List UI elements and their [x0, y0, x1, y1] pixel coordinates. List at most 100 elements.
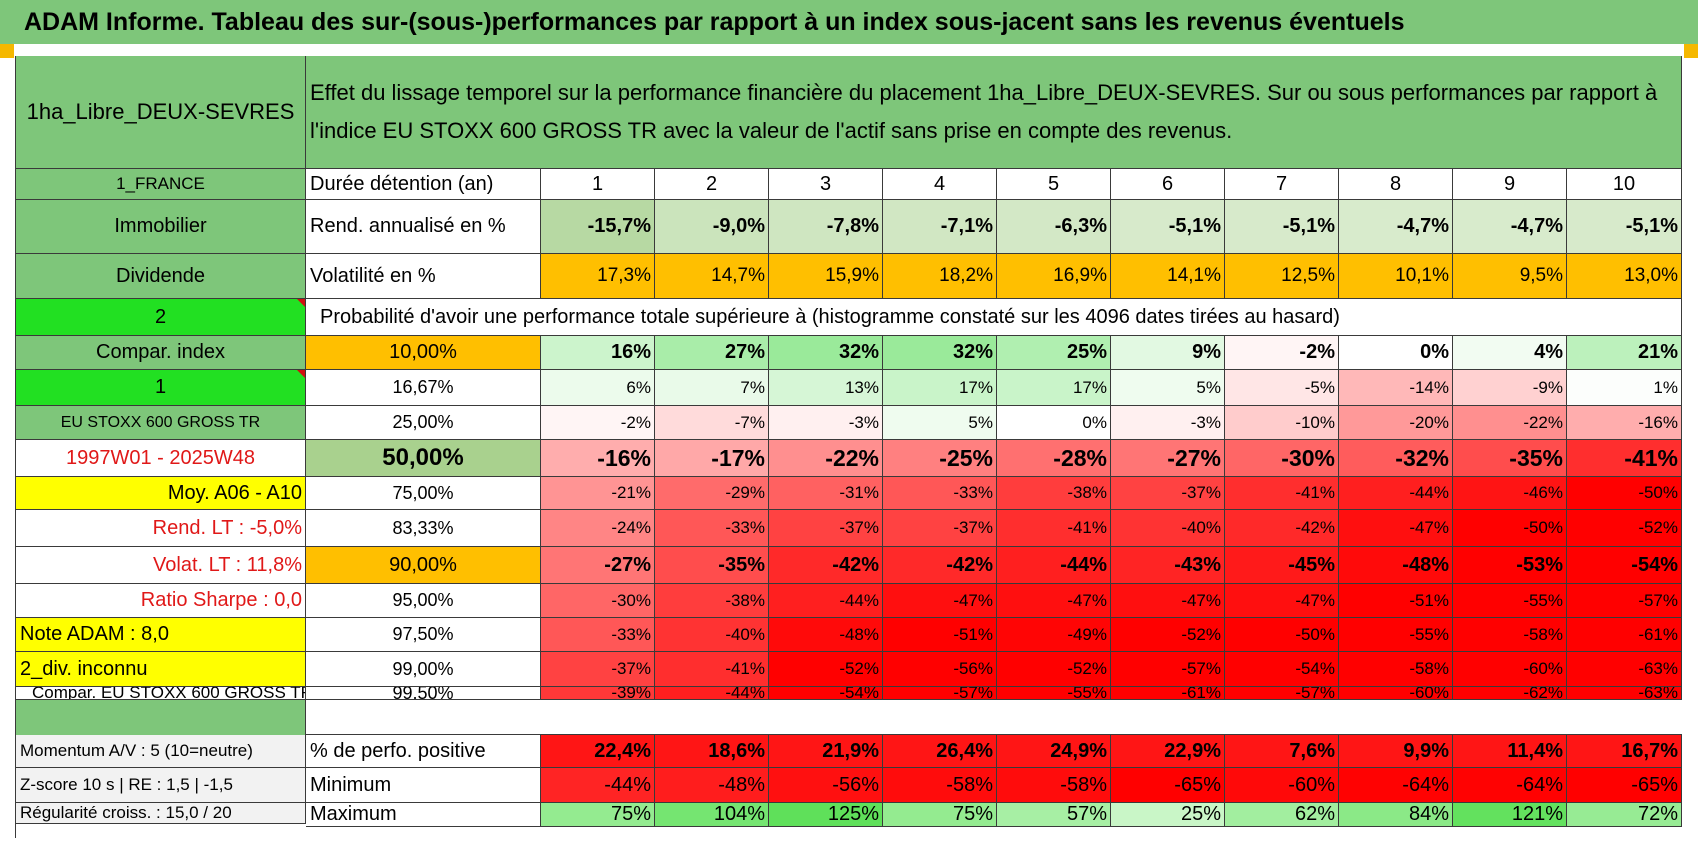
stat-value: -65%	[1567, 768, 1682, 803]
quantile-value: -3%	[769, 406, 883, 440]
quantile-value: -29%	[655, 477, 769, 510]
quantile-value: -41%	[655, 652, 769, 687]
stat-value: 25%	[1111, 803, 1225, 827]
quantile-value: -21%	[541, 477, 655, 510]
quantile-value: -37%	[769, 510, 883, 547]
empty-cell	[1567, 299, 1682, 336]
year-header: 2	[655, 169, 769, 200]
compar-label: Compar. EU STOXX 600 GROSS TR	[16, 687, 306, 700]
comment-marker-icon	[297, 370, 305, 378]
quantile-value: -40%	[1111, 510, 1225, 547]
rend-value: -4,7%	[1339, 200, 1453, 254]
spacer-row	[306, 700, 1682, 735]
stat-value: -48%	[655, 768, 769, 803]
volat-value: 16,9%	[997, 254, 1111, 299]
volat-lt-label: Volat. LT : 11,8%	[16, 547, 306, 584]
stat-value: 75%	[541, 803, 655, 827]
table-left-border	[15, 56, 16, 838]
note-adam-label: Note ADAM : 8,0	[16, 618, 306, 652]
quantile-value: -32%	[1339, 440, 1453, 477]
stat-value: 72%	[1567, 803, 1682, 827]
quantile-value: -3%	[1111, 406, 1225, 440]
volat-value: 14,7%	[655, 254, 769, 299]
year-header: 8	[1339, 169, 1453, 200]
quantile-value: -41%	[997, 510, 1111, 547]
report-title: ADAM Informe. Tableau des sur-(sous-)per…	[0, 0, 1698, 44]
spacer-green	[16, 700, 306, 735]
quantile-value: -33%	[883, 477, 997, 510]
quantile-percent: 10,00%	[306, 336, 541, 370]
quantile-value: -52%	[769, 652, 883, 687]
stat-value: 21,9%	[769, 735, 883, 768]
stat-value: 104%	[655, 803, 769, 827]
quantile-value: -22%	[1453, 406, 1567, 440]
stat-value: 22,4%	[541, 735, 655, 768]
quantile-value: -38%	[655, 584, 769, 618]
quantile-value: -37%	[541, 652, 655, 687]
quantile-value: -47%	[997, 584, 1111, 618]
stat-value: 24,9%	[997, 735, 1111, 768]
category-label: Immobilier	[16, 200, 306, 254]
quantile-value: -47%	[1111, 584, 1225, 618]
quantile-value: -50%	[1567, 477, 1682, 510]
quantile-value: -33%	[655, 510, 769, 547]
quantile-value: 0%	[997, 406, 1111, 440]
quantile-value: -27%	[541, 547, 655, 584]
quantile-value: -47%	[1339, 510, 1453, 547]
volat-value: 17,3%	[541, 254, 655, 299]
stat-value: 75%	[883, 803, 997, 827]
index-name-label: EU STOXX 600 GROSS TR	[16, 406, 306, 440]
quantile-value: -22%	[769, 440, 883, 477]
stat-value: -60%	[1225, 768, 1339, 803]
quantile-value: -30%	[1225, 440, 1339, 477]
quantile-value: -57%	[883, 687, 997, 700]
quantile-value: 9%	[1111, 336, 1225, 370]
quantile-value: -37%	[1111, 477, 1225, 510]
stat-value: -64%	[1339, 768, 1453, 803]
volat-value: 13,0%	[1567, 254, 1682, 299]
period-label: 1997W01 - 2025W48	[16, 440, 306, 477]
quantile-value: 7%	[655, 370, 769, 406]
year-header: 7	[1225, 169, 1339, 200]
quantile-value: -52%	[1111, 618, 1225, 652]
volat-label: Volatilité en %	[306, 254, 541, 299]
quantile-value: -37%	[883, 510, 997, 547]
rend-label: Rend. annualisé en %	[306, 200, 541, 254]
zscore-label: Z-score 10 s | RE : 1,5 | -1,5	[16, 768, 306, 803]
stat-value: 11,4%	[1453, 735, 1567, 768]
quantile-value: -39%	[541, 687, 655, 700]
quantile-value: -44%	[1339, 477, 1453, 510]
quantile-value: -17%	[655, 440, 769, 477]
quantile-value: -55%	[997, 687, 1111, 700]
footer-strip	[0, 838, 1698, 848]
country-label: 1_FRANCE	[16, 169, 306, 200]
year-header: 5	[997, 169, 1111, 200]
quantile-value: -48%	[769, 618, 883, 652]
stat-value: -58%	[883, 768, 997, 803]
quantile-value: -56%	[883, 652, 997, 687]
quantile-value: -54%	[1225, 652, 1339, 687]
quantile-value: -57%	[1225, 687, 1339, 700]
quantile-value: -2%	[1225, 336, 1339, 370]
quantile-value: -54%	[1567, 547, 1682, 584]
quantile-value: -50%	[1225, 618, 1339, 652]
quantile-percent: 16,67%	[306, 370, 541, 406]
quantile-value: -20%	[1339, 406, 1453, 440]
quantile-value: -57%	[1567, 584, 1682, 618]
quantile-value: -63%	[1567, 687, 1682, 700]
stat-value: -58%	[997, 768, 1111, 803]
quantile-value: 17%	[997, 370, 1111, 406]
quantile-percent: 50,00%	[306, 440, 541, 477]
quantile-value: -7%	[655, 406, 769, 440]
quantile-percent: 75,00%	[306, 477, 541, 510]
quantile-value: -41%	[1567, 440, 1682, 477]
quantile-value: -9%	[1453, 370, 1567, 406]
stat-value: 62%	[1225, 803, 1339, 827]
stat-value: 16,7%	[1567, 735, 1682, 768]
quantile-value: -58%	[1339, 652, 1453, 687]
moy-label: Moy. A06 - A10	[16, 477, 306, 510]
compar-index-label: Compar. index	[16, 336, 306, 370]
quantile-value: 5%	[883, 406, 997, 440]
quantile-value: -47%	[1225, 584, 1339, 618]
rend-value: -5,1%	[1567, 200, 1682, 254]
